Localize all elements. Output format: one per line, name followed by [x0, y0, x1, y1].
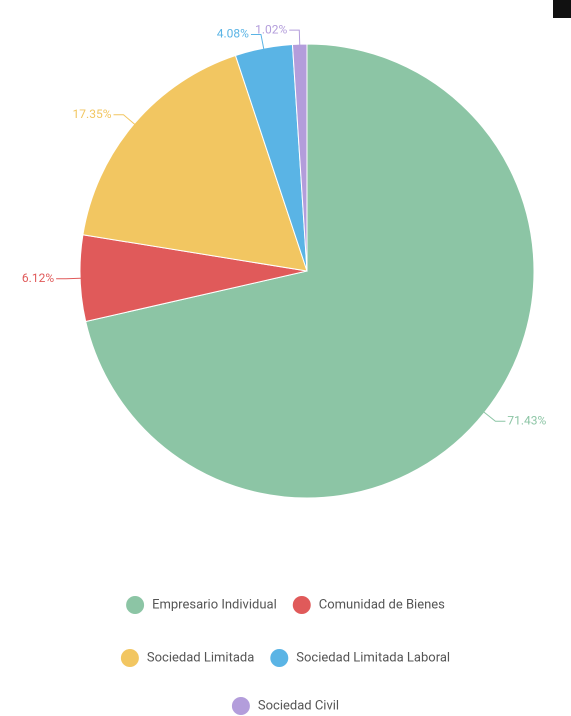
- legend-label: Sociedad Limitada: [147, 650, 254, 665]
- leader-line: [481, 409, 506, 422]
- legend-swatch: [231, 697, 250, 715]
- leader-line: [56, 277, 85, 280]
- legend-label: Sociedad Civil: [258, 698, 339, 713]
- legend-label: Comunidad de Bienes: [319, 597, 445, 612]
- leader-line: [250, 33, 265, 53]
- legend-swatch: [120, 649, 139, 667]
- legend-swatch: [292, 596, 311, 614]
- leader-line: [113, 114, 138, 127]
- legend-swatch: [126, 596, 145, 614]
- data-label: 6.12%: [22, 271, 54, 285]
- data-label: 1.02%: [255, 22, 287, 36]
- legend-label: Empresario Individual: [152, 597, 277, 612]
- data-label: 4.08%: [217, 27, 249, 41]
- legend-swatch: [270, 649, 289, 667]
- data-label: 17.35%: [73, 107, 112, 121]
- corner-mark: [553, 0, 571, 18]
- leader-line: [289, 29, 301, 49]
- legend-label: Sociedad Limitada Laboral: [296, 650, 450, 665]
- data-label: 71.43%: [507, 413, 546, 427]
